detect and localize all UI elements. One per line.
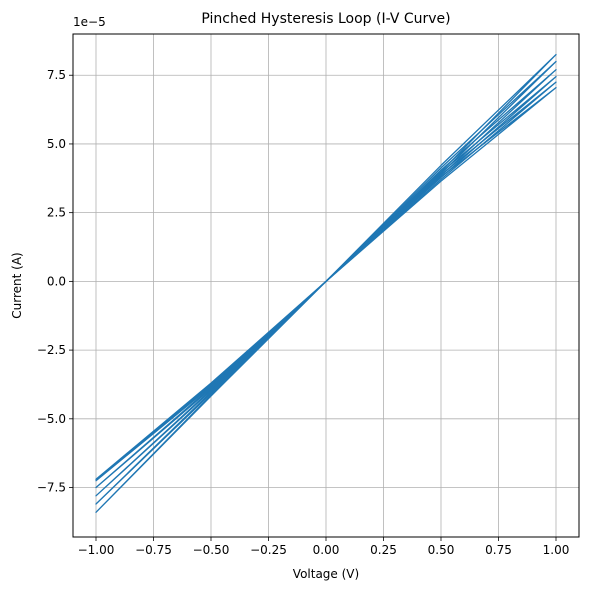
y-tick-label: 7.5 [47, 68, 66, 82]
y-tick-label: −5.0 [37, 412, 66, 426]
x-tick-label: 0.00 [313, 543, 340, 557]
y-tick-label: 5.0 [47, 137, 66, 151]
y-tick-label: 2.5 [47, 206, 66, 220]
x-tick-label: 0.75 [485, 543, 512, 557]
plot-series [95, 53, 557, 513]
x-tick-label: 0.25 [370, 543, 397, 557]
x-tick-label: −1.00 [78, 543, 115, 557]
x-tick-label: 1.00 [543, 543, 570, 557]
axis-ticks: −1.00 −0.75 −0.50 −0.25 0.00 0.25 0.50 0.75 1.00… [37, 68, 570, 557]
y-offset-label: 1e−5 [73, 15, 106, 29]
y-axis-label: Current (A) [10, 252, 24, 318]
series-line [95, 86, 557, 480]
y-tick-label: −7.5 [37, 481, 66, 495]
y-tick-label: 0.0 [47, 274, 66, 288]
x-tick-label: −0.75 [135, 543, 172, 557]
x-tick-label: −0.50 [193, 543, 230, 557]
y-tick-label: −2.5 [37, 343, 66, 357]
x-axis-label: Voltage (V) [293, 567, 359, 581]
chart-title: Pinched Hysteresis Loop (I-V Curve) [201, 11, 450, 27]
x-tick-label: −0.25 [250, 543, 287, 557]
x-tick-label: 0.50 [428, 543, 455, 557]
